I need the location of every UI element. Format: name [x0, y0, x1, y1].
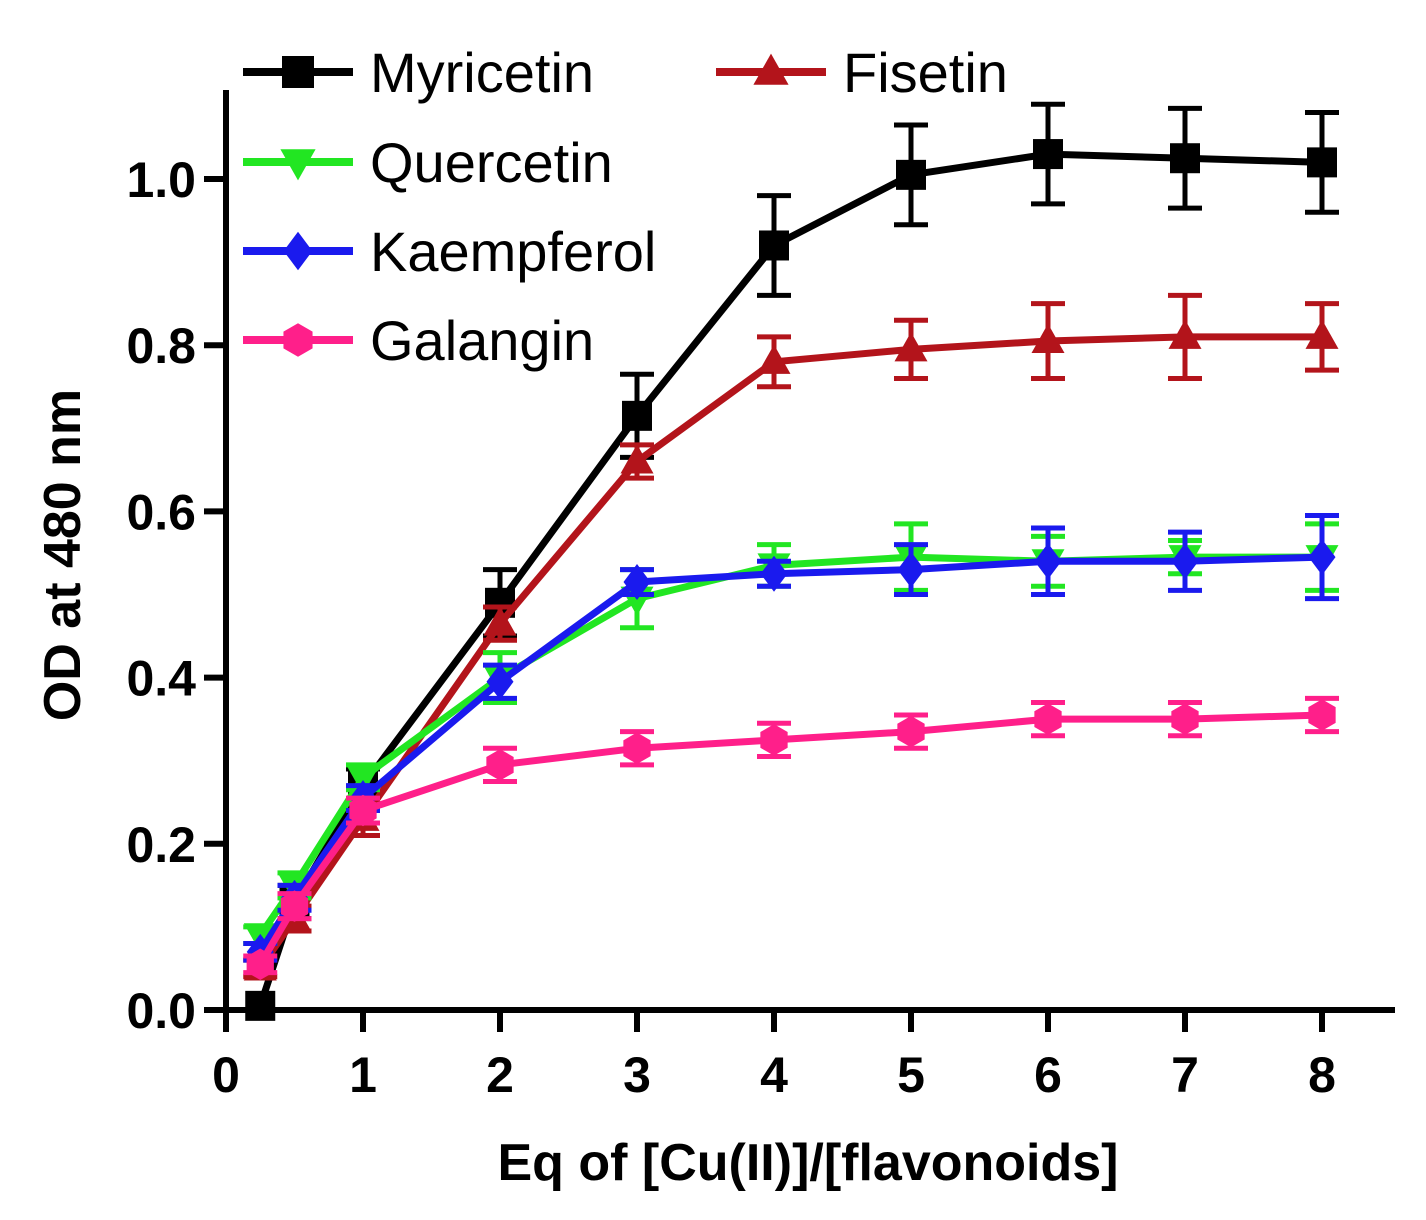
data-point-myricetin	[1307, 147, 1337, 178]
legend-item-kaempferol: Kaempferol	[243, 220, 656, 283]
data-point-galangin	[349, 794, 377, 827]
data-point-fisetin	[1031, 323, 1065, 354]
series-line-kaempferol	[257, 553, 1323, 954]
data-point-myricetin	[896, 159, 926, 190]
legend-label-fisetin: Fisetin	[843, 41, 1008, 104]
y-tick-label: 0.4	[126, 651, 196, 707]
data-point-galangin	[623, 732, 651, 764]
data-point-kaempferol	[623, 564, 651, 601]
data-point-fisetin	[757, 344, 791, 374]
x-tick-label: 6	[1034, 1047, 1062, 1103]
ticks-layer: 0 1 2 3 4 5 6 7 8 0.0 0.2 0.4 0.6 0.8 1.0	[126, 152, 1335, 1103]
data-point-myricetin	[759, 230, 789, 261]
x-tick-label: 3	[623, 1047, 651, 1103]
legend-item-galangin: Galangin	[243, 309, 594, 372]
data-point-kaempferol	[486, 663, 514, 700]
x-axis-title: Eq of [Cu(II)]/[flavonoids]	[497, 1134, 1118, 1192]
x-tick-label: 0	[212, 1047, 240, 1103]
data-point-galangin	[760, 724, 788, 756]
data-point-kaempferol	[1308, 539, 1336, 576]
data-point-galangin	[280, 890, 309, 922]
data-point-fisetin	[894, 332, 928, 362]
data-point-fisetin	[483, 606, 517, 636]
y-axis-title: OD at 480 nm	[34, 389, 92, 721]
data-point-kaempferol	[1034, 543, 1062, 580]
legend-label-myricetin: Myricetin	[370, 41, 594, 104]
series-line-galangin	[257, 711, 1323, 967]
series-layer	[243, 101, 1339, 1021]
data-point-galangin	[1308, 699, 1336, 731]
data-point-myricetin	[245, 990, 276, 1021]
x-tick-label: 5	[897, 1047, 925, 1103]
y-tick-label: 0.6	[126, 484, 196, 540]
legend-label-quercetin: Quercetin	[370, 131, 613, 194]
y-tick-label: 0.8	[126, 318, 196, 374]
data-point-galangin	[1034, 703, 1062, 735]
x-tick-label: 4	[760, 1047, 788, 1103]
x-tick-label: 1	[349, 1047, 377, 1103]
x-tick-label: 2	[486, 1047, 514, 1103]
data-point-kaempferol	[760, 555, 788, 592]
legend-marker-myricetin	[282, 56, 314, 88]
data-point-kaempferol	[1171, 543, 1199, 580]
data-point-myricetin	[1170, 143, 1200, 174]
data-point-myricetin	[1033, 139, 1063, 170]
data-point-fisetin	[1168, 319, 1202, 349]
axes-layer	[223, 90, 1395, 1013]
legend-item-quercetin: Quercetin	[243, 131, 613, 194]
data-point-galangin	[897, 715, 925, 748]
data-point-galangin	[1171, 703, 1199, 735]
legend-marker-fisetin	[753, 53, 789, 85]
data-point-myricetin	[622, 400, 652, 431]
y-tick-label: 0.0	[126, 983, 196, 1039]
data-point-fisetin	[1305, 319, 1339, 349]
data-point-quercetin	[346, 765, 380, 795]
data-point-galangin	[246, 948, 274, 981]
series-galangin	[243, 695, 1339, 981]
data-point-kaempferol	[897, 551, 925, 588]
legend-marker-quercetin	[280, 149, 316, 181]
x-tick-label: 8	[1308, 1047, 1336, 1103]
legend-label-kaempferol: Kaempferol	[370, 220, 656, 283]
series-fisetin	[243, 292, 1339, 981]
legend-label-galangin: Galangin	[370, 309, 594, 372]
data-point-fisetin	[620, 444, 654, 474]
y-tick-label: 1.0	[126, 152, 196, 208]
legend-marker-kaempferol	[283, 231, 313, 271]
legend-marker-galangin	[283, 323, 313, 357]
series-line-fisetin	[257, 333, 1322, 971]
data-point-galangin	[486, 749, 514, 781]
legend-item-fisetin: Fisetin	[716, 41, 1008, 104]
legend: Myricetin Fisetin Quercetin Kaempferol Galan…	[243, 41, 1008, 372]
legend-item-myricetin: Myricetin	[243, 41, 594, 104]
y-tick-label: 0.2	[126, 817, 196, 873]
x-tick-label: 7	[1171, 1047, 1199, 1103]
